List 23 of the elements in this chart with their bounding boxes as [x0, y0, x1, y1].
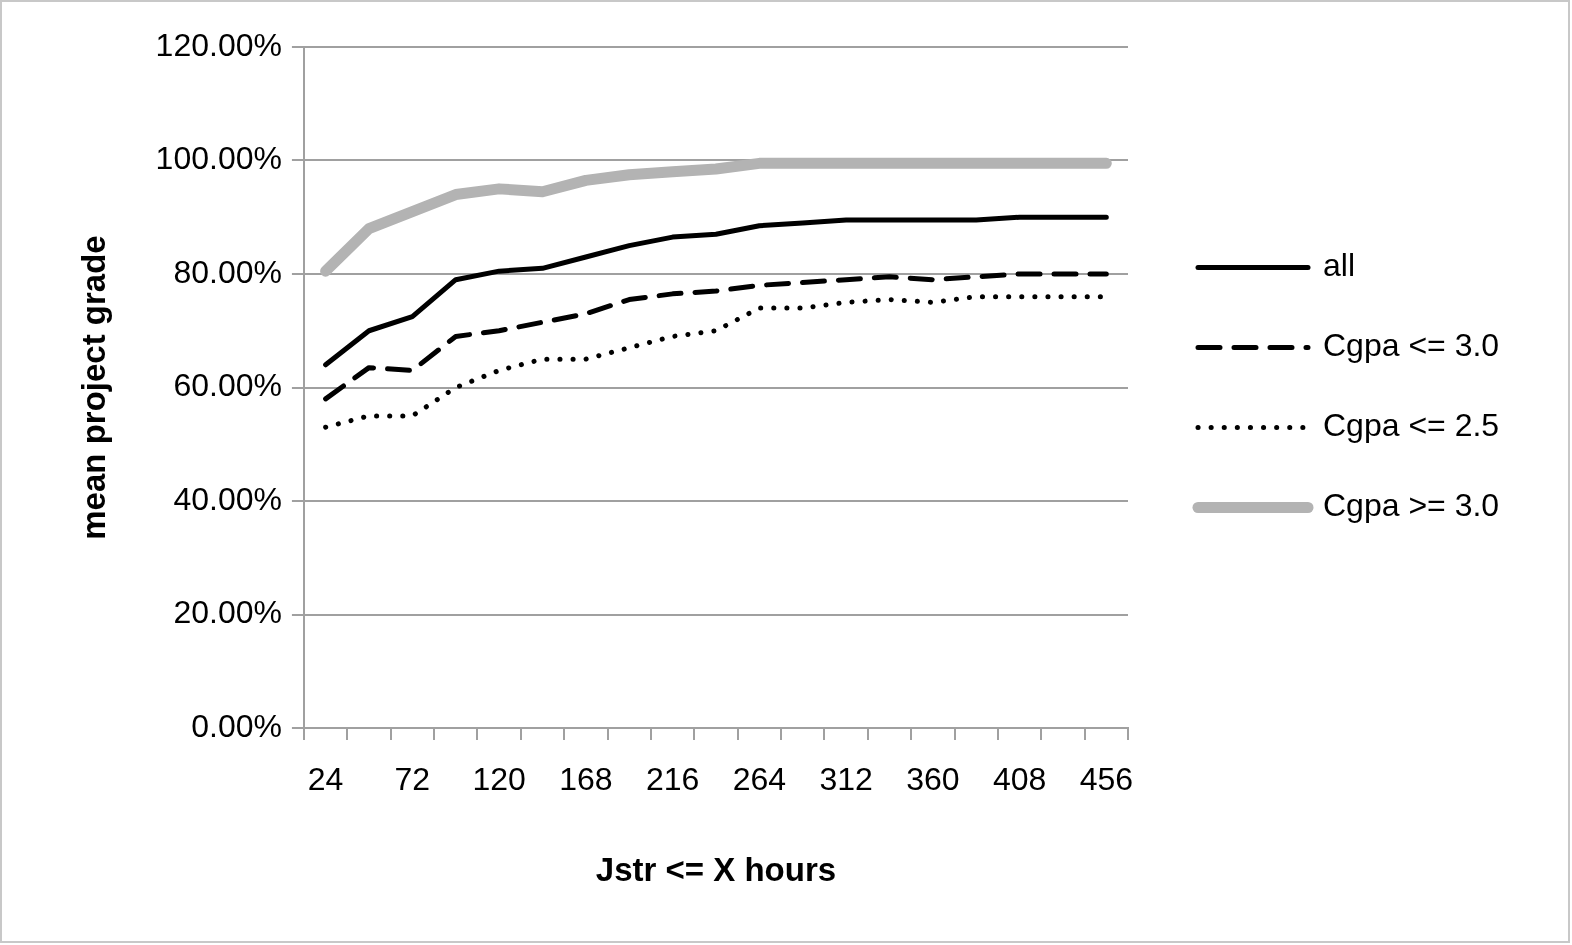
x-tick-label: 264 [732, 761, 787, 798]
x-tick-label: 456 [1079, 761, 1134, 798]
y-tick-label: 60.00% [173, 367, 282, 404]
legend-label: Cgpa <= 2.5 [1323, 407, 1500, 444]
x-tick-label: 168 [559, 761, 613, 798]
legend-label: Cgpa >= 3.0 [1323, 487, 1500, 524]
y-tick-label: 100.00% [155, 140, 282, 177]
x-tick-label: 24 [307, 761, 344, 798]
x-axis-title: Jstr <= X hours [595, 851, 837, 889]
y-tick-label: 0.00% [191, 707, 282, 744]
y-axis-title: mean project grade [74, 235, 112, 540]
legend-label: Cgpa <= 3.0 [1323, 327, 1500, 364]
x-tick-label: 360 [906, 761, 960, 798]
legend-label: all [1323, 247, 1356, 284]
x-tick-label: 408 [992, 761, 1047, 798]
y-tick-label: 80.00% [173, 253, 282, 290]
y-tick-label: 120.00% [155, 26, 282, 63]
x-tick-label: 120 [472, 761, 526, 798]
x-tick-label: 312 [819, 761, 873, 798]
y-tick-label: 20.00% [173, 594, 282, 631]
x-tick-label: 72 [394, 761, 431, 798]
y-tick-label: 40.00% [173, 480, 282, 517]
x-tick-label: 216 [645, 761, 700, 798]
